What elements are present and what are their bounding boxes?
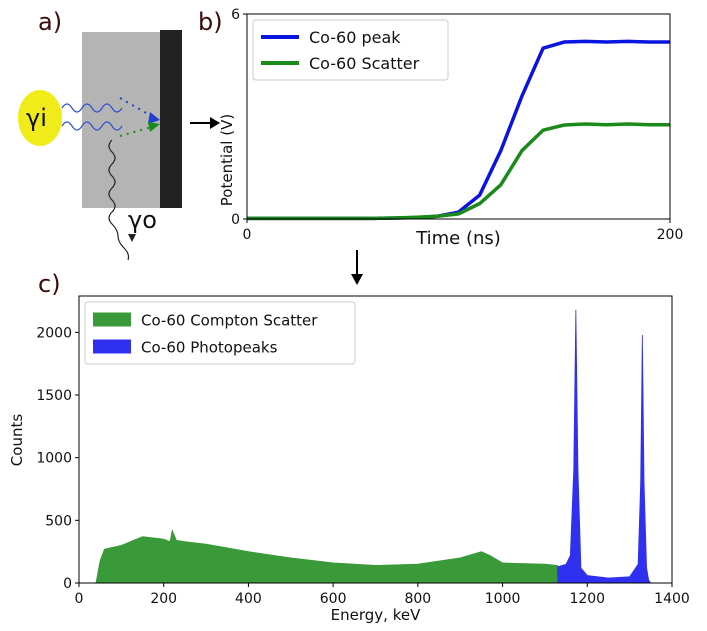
x-tick-label: 800 [404,591,431,607]
series-area [557,309,652,584]
x-tick-label: 0 [243,227,252,243]
y-tick-label: 0 [231,212,240,228]
x-tick-label: 0 [75,591,84,607]
series-area [95,528,559,584]
panel-label: b) [198,8,223,36]
arrowhead [128,234,136,242]
y-axis-label: Potential (V) [218,114,236,206]
arrowhead [148,122,160,132]
detector-diagram: γi γo [18,30,363,285]
y-axis-label: Counts [8,414,26,467]
panel-label: c) [38,270,61,298]
y-tick-label: 0 [63,576,72,592]
gamma-out: γo [128,206,157,234]
legend-label: Co-60 Scatter [309,54,420,73]
x-tick-label: 1200 [569,591,605,607]
x-axis-label: Time (ns) [415,228,501,249]
wave [108,139,130,261]
plot-frame [78,295,673,584]
y-tick-label: 1000 [36,451,72,467]
legend-swatch [93,312,131,327]
x-tick-label: 1000 [485,591,521,607]
arrowhead [351,274,363,285]
legend-box [84,301,356,365]
source [18,90,62,146]
x-axis-label: Energy, keV [331,606,421,624]
y-tick-label: 2000 [36,325,72,341]
y-tick-label: 500 [45,513,72,529]
x-tick-label: 200 [657,227,684,243]
arrowhead [148,112,160,124]
wave [61,103,123,113]
arrowhead [210,117,220,129]
gamma-in: γi [26,104,47,132]
y-tick-label: 6 [231,7,240,23]
panel-label: a) [38,8,62,36]
plot-frame [246,13,671,220]
legend-label: Co-60 peak [309,28,401,47]
x-tick-label: 200 [150,591,177,607]
y-tick-label: 1500 [36,388,72,404]
x-tick-label: 600 [320,591,347,607]
legend-label: Co-60 Compton Scatter [141,312,318,330]
series-line [247,122,670,221]
legend-swatch [93,339,131,354]
legend-box [252,19,449,81]
sensor [160,30,182,208]
wave [61,121,123,131]
x-tick-label: 400 [235,591,262,607]
legend-label: Co-60 Photopeaks [141,339,278,357]
x-tick-label: 1400 [654,591,690,607]
